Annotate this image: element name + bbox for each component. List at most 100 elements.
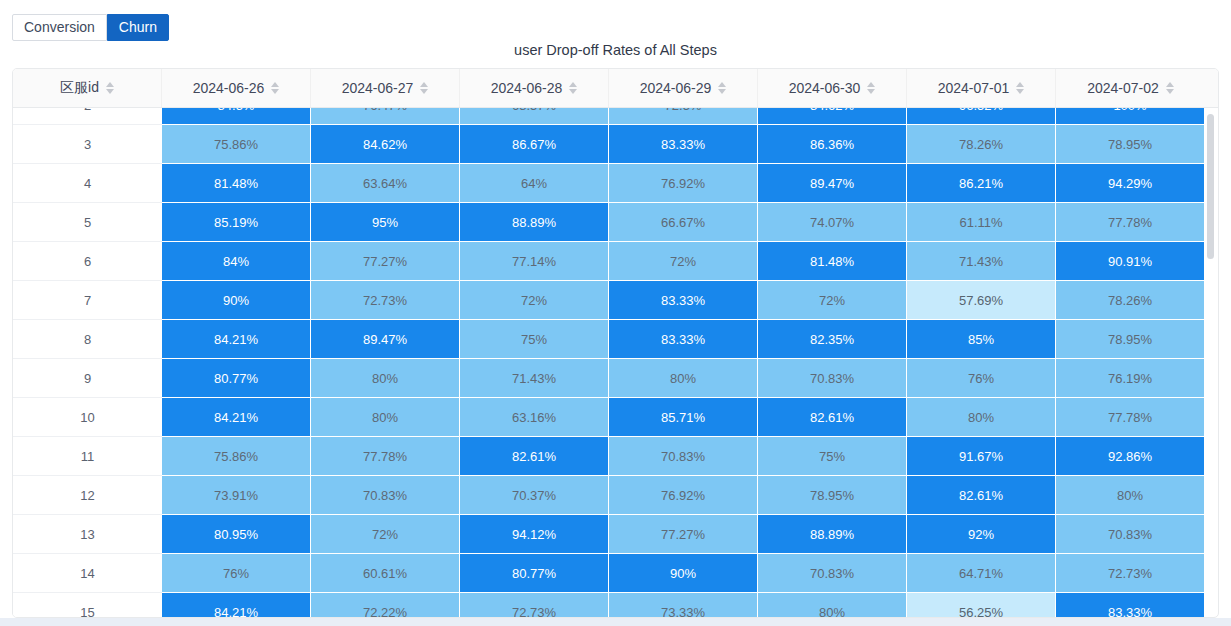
- sort-ascending-icon[interactable]: [1166, 82, 1174, 87]
- column-header-label: 2024-06-28: [491, 80, 563, 96]
- rate-cell: 89.47%: [311, 320, 460, 359]
- rate-cell: 72%: [311, 515, 460, 554]
- vertical-scrollbar-thumb[interactable]: [1207, 114, 1214, 259]
- rate-cell: 90%: [609, 554, 758, 593]
- rate-cell: 70.37%: [460, 476, 609, 515]
- rate-cell: 83.33%: [609, 281, 758, 320]
- column-header-server-id[interactable]: 区服id: [13, 69, 162, 107]
- rate-cell: 63.64%: [311, 164, 460, 203]
- sort-ascending-icon[interactable]: [271, 82, 279, 87]
- column-header-date-2024-06-29[interactable]: 2024-06-29: [609, 69, 758, 107]
- rate-cell: 72.73%: [311, 281, 460, 320]
- sort-descending-icon[interactable]: [106, 89, 114, 94]
- rate-cell: 78.26%: [907, 125, 1056, 164]
- sort-icon[interactable]: [867, 82, 875, 94]
- rate-cell: 80%: [311, 359, 460, 398]
- column-header-date-2024-07-01[interactable]: 2024-07-01: [907, 69, 1056, 107]
- rate-cell: 84%: [162, 242, 311, 281]
- rate-cell: 85%: [907, 320, 1056, 359]
- rate-cell: 94.29%: [1056, 164, 1205, 203]
- row-id-cell: 9: [13, 359, 162, 398]
- column-header-label: 2024-07-02: [1087, 80, 1159, 96]
- rate-cell: 56.25%: [907, 593, 1056, 618]
- rate-cell: 100%: [1056, 108, 1205, 125]
- rate-cell: 88.89%: [758, 515, 907, 554]
- rate-cell: 77.27%: [311, 242, 460, 281]
- rate-cell: 84.5%: [162, 108, 311, 125]
- rate-cell: 76.47%: [311, 108, 460, 125]
- rate-cell: 89.47%: [758, 164, 907, 203]
- sort-descending-icon[interactable]: [1016, 89, 1024, 94]
- column-header-date-2024-06-26[interactable]: 2024-06-26: [162, 69, 311, 107]
- rate-cell: 84.21%: [162, 398, 311, 437]
- row-id-cell: 6: [13, 242, 162, 281]
- sort-ascending-icon[interactable]: [106, 82, 114, 87]
- column-header-date-2024-07-02[interactable]: 2024-07-02: [1056, 69, 1205, 107]
- sort-icon[interactable]: [420, 82, 428, 94]
- rate-cell: 80%: [311, 398, 460, 437]
- rate-cell: 72%: [758, 281, 907, 320]
- table-row: 684%77.27%77.14%72%81.48%71.43%90.91%: [13, 242, 1205, 281]
- table-row: 1584.21%72.22%72.73%73.33%80%56.25%83.33…: [13, 593, 1205, 618]
- sort-ascending-icon[interactable]: [718, 82, 726, 87]
- rate-cell: 86.21%: [907, 164, 1056, 203]
- rate-cell: 72.22%: [311, 593, 460, 618]
- page-title: user Drop-off Rates of All Steps: [0, 42, 1231, 58]
- rate-cell: 77.78%: [1056, 203, 1205, 242]
- sort-icon[interactable]: [106, 82, 114, 94]
- column-header-date-2024-06-30[interactable]: 2024-06-30: [758, 69, 907, 107]
- rate-cell: 70.83%: [758, 554, 907, 593]
- column-header-label: 2024-06-30: [789, 80, 861, 96]
- sort-icon[interactable]: [569, 82, 577, 94]
- sort-descending-icon[interactable]: [867, 89, 875, 94]
- column-header-date-2024-06-28[interactable]: 2024-06-28: [460, 69, 609, 107]
- rate-cell: 90.91%: [1056, 242, 1205, 281]
- sort-icon[interactable]: [271, 82, 279, 94]
- horizontal-scrollbar-track[interactable]: [0, 618, 1231, 626]
- rate-cell: 80%: [1056, 476, 1205, 515]
- rate-cell: 76.19%: [1056, 359, 1205, 398]
- row-id-cell: 2: [13, 108, 162, 125]
- rate-cell: 84.62%: [758, 108, 907, 125]
- rate-cell: 72.73%: [1056, 554, 1205, 593]
- row-id-cell: 11: [13, 437, 162, 476]
- sort-ascending-icon[interactable]: [867, 82, 875, 87]
- sort-descending-icon[interactable]: [271, 89, 279, 94]
- rate-cell: 92%: [907, 515, 1056, 554]
- sort-icon[interactable]: [718, 82, 726, 94]
- rate-cell: 76.92%: [609, 476, 758, 515]
- rate-cell: 71.43%: [460, 359, 609, 398]
- sort-ascending-icon[interactable]: [420, 82, 428, 87]
- column-header-label: 2024-06-29: [640, 80, 712, 96]
- sort-descending-icon[interactable]: [1166, 89, 1174, 94]
- view-tabs: Conversion Churn: [12, 14, 169, 41]
- rate-cell: 68.57%: [460, 108, 609, 125]
- sort-ascending-icon[interactable]: [569, 82, 577, 87]
- rate-cell: 78.26%: [1056, 281, 1205, 320]
- rate-cell: 72.73%: [460, 593, 609, 618]
- rate-cell: 80%: [758, 593, 907, 618]
- sort-descending-icon[interactable]: [420, 89, 428, 94]
- rate-cell: 82.61%: [907, 476, 1056, 515]
- table-row: 790%72.73%72%83.33%72%57.69%78.26%: [13, 281, 1205, 320]
- sort-descending-icon[interactable]: [569, 89, 577, 94]
- tab-churn[interactable]: Churn: [107, 14, 169, 41]
- sort-icon[interactable]: [1166, 82, 1174, 94]
- sort-ascending-icon[interactable]: [1016, 82, 1024, 87]
- rate-cell: 83.33%: [609, 320, 758, 359]
- table-row: 1273.91%70.83%70.37%76.92%78.95%82.61%80…: [13, 476, 1205, 515]
- rate-cell: 84.62%: [311, 125, 460, 164]
- rate-cell: 83.33%: [1056, 593, 1205, 618]
- rate-cell: 82.61%: [758, 398, 907, 437]
- rate-cell: 72.5%: [609, 108, 758, 125]
- column-header-date-2024-06-27[interactable]: 2024-06-27: [311, 69, 460, 107]
- sort-icon[interactable]: [1016, 82, 1024, 94]
- tab-conversion[interactable]: Conversion: [12, 14, 107, 41]
- rate-cell: 77.27%: [609, 515, 758, 554]
- sort-descending-icon[interactable]: [718, 89, 726, 94]
- row-id-cell: 5: [13, 203, 162, 242]
- table-row: 585.19%95%88.89%66.67%74.07%61.11%77.78%: [13, 203, 1205, 242]
- rate-cell: 57.69%: [907, 281, 1056, 320]
- rate-cell: 85.71%: [609, 398, 758, 437]
- rate-cell: 73.91%: [162, 476, 311, 515]
